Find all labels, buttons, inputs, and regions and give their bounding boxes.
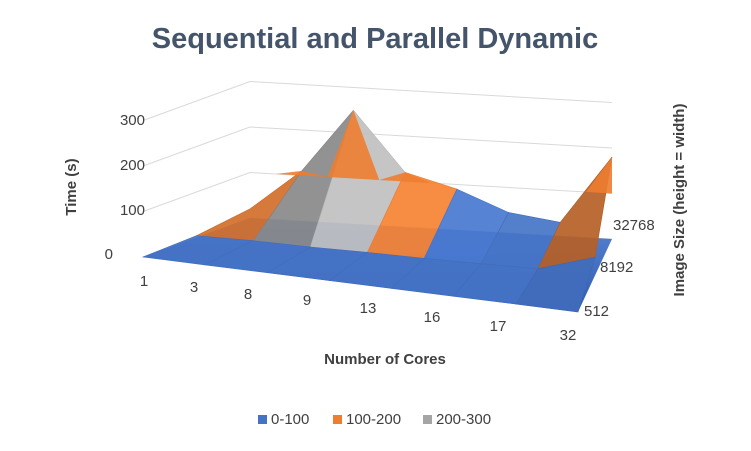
surface-patch <box>515 256 596 313</box>
legend-label: 100-200 <box>346 411 401 428</box>
y-tick-label: 200 <box>120 157 145 174</box>
x-tick-label: 9 <box>303 292 311 309</box>
surface-peak <box>379 172 431 183</box>
legend-swatch <box>423 415 432 424</box>
surface-peak <box>586 157 612 194</box>
y-tick-label: 0 <box>105 246 113 263</box>
x-tick-label: 13 <box>360 300 377 317</box>
legend-swatch <box>333 415 342 424</box>
depth-axis-title: Image Size (height = width) <box>671 104 688 297</box>
chart-title: Sequential and Parallel Dynamic <box>152 23 598 55</box>
surface-peak <box>275 170 328 177</box>
x-tick-label: 8 <box>244 286 252 303</box>
gridline <box>142 80 613 121</box>
surface-peak <box>327 110 380 180</box>
surface <box>141 109 613 313</box>
x-tick-label: 1 <box>140 273 148 290</box>
depth-tick-label: 32768 <box>613 217 655 234</box>
depth-axis: 512 8192 32768 Image Size (height = widt… <box>584 104 688 320</box>
legend-item: 200-300 <box>423 411 491 428</box>
legend-swatch <box>258 415 267 424</box>
y-tick-label: 300 <box>120 112 145 129</box>
legend-item: 0-100 <box>258 411 309 428</box>
y-axis-title: Time (s) <box>63 158 80 215</box>
x-axis: 1 3 8 9 13 16 17 32 Number of Cores <box>140 273 577 368</box>
depth-tick-label: 512 <box>584 303 609 320</box>
legend-item: 100-200 <box>333 411 401 428</box>
y-axis: 0 100 200 300 Time (s) <box>63 112 145 263</box>
x-tick-label: 3 <box>190 279 198 296</box>
legend: 0-100 100-200 200-300 <box>258 411 491 428</box>
depth-tick-label: 8192 <box>600 259 633 276</box>
legend-label: 200-300 <box>436 411 491 428</box>
x-tick-label: 17 <box>490 318 507 335</box>
x-axis-title: Number of Cores <box>324 351 446 368</box>
x-tick-label: 32 <box>560 327 577 344</box>
gridline <box>142 126 613 167</box>
x-tick-label: 16 <box>424 309 441 326</box>
legend-label: 0-100 <box>271 411 309 428</box>
y-tick-label: 100 <box>120 202 145 219</box>
gridline <box>142 171 613 212</box>
